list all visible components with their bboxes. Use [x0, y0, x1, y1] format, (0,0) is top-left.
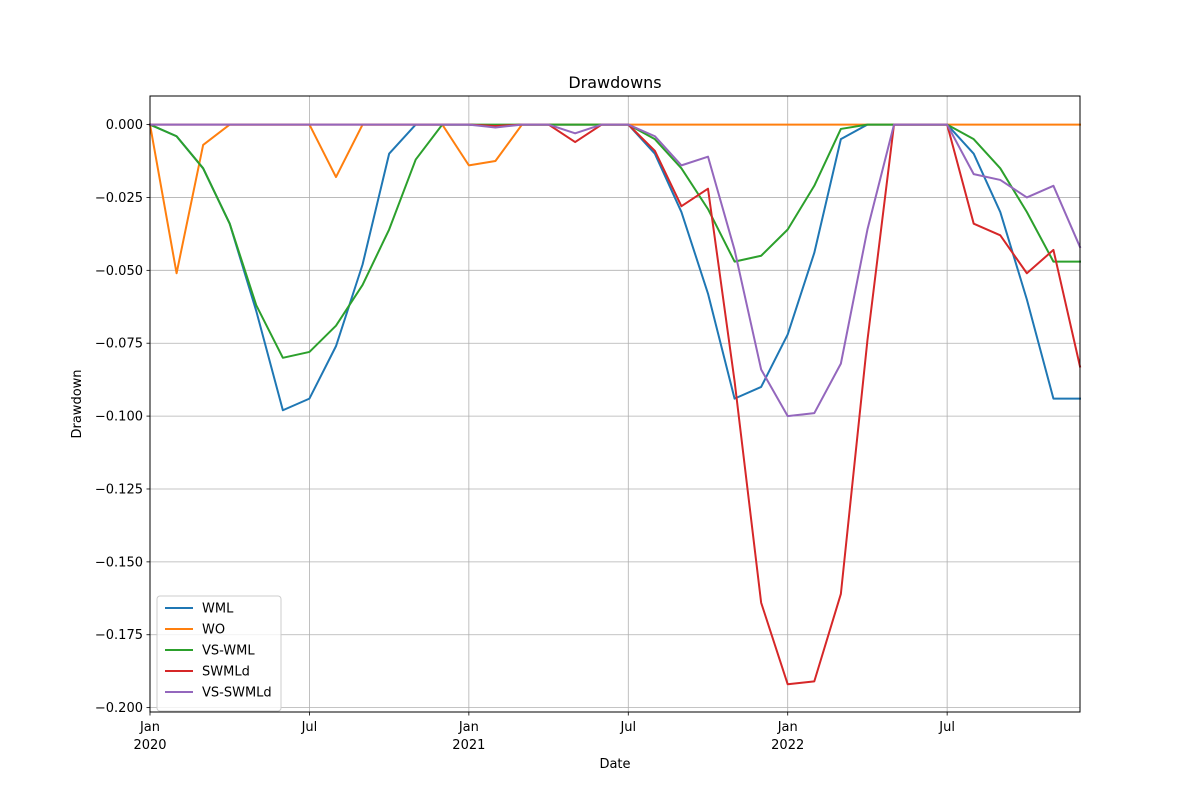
x-axis-ticks: Jan 2020 Jul Jan 2021 Jul Jan 2022 Jul: [133, 712, 955, 753]
x-axis-label: Date: [599, 757, 630, 772]
x-tick-year-label: 2021: [452, 738, 485, 753]
legend: WML WO VS-WML SWMLd VS-SWMLd: [156, 595, 282, 712]
legend-label: SWMLd: [202, 665, 250, 680]
y-tick-label: −0.175: [95, 628, 143, 643]
legend-label: WML: [202, 602, 234, 617]
legend-label: WO: [202, 623, 225, 638]
legend-box: [156, 595, 282, 712]
y-tick-label: −0.200: [95, 701, 143, 716]
series-line-vs-swmld: [149, 123, 1082, 418]
x-tick-label: Jul: [938, 720, 955, 735]
plot-background: [150, 96, 1080, 712]
y-tick-label: −0.025: [95, 191, 143, 206]
grid-lines: [150, 96, 1080, 712]
plot-frame: [149, 95, 1081, 713]
y-tick-label: −0.050: [95, 264, 143, 279]
legend-label: VS-WML: [202, 644, 255, 659]
x-tick-label: Jan: [139, 720, 160, 735]
chart-title: Drawdowns: [568, 73, 661, 92]
series-lines: [148, 123, 1082, 686]
x-tick-label: Jul: [619, 720, 636, 735]
y-tick-label: 0.000: [106, 118, 143, 133]
x-tick-label: Jan: [458, 720, 479, 735]
x-tick-label: Jan: [777, 720, 798, 735]
x-tick-year-label: 2022: [771, 738, 804, 753]
y-tick-label: −0.150: [95, 555, 143, 570]
y-tick-label: −0.100: [95, 410, 143, 425]
x-tick-label: Jul: [301, 720, 318, 735]
y-axis-ticks: 0.000 −0.025 −0.050 −0.075 −0.100 −0.125 −0.15…: [95, 118, 150, 716]
y-tick-label: −0.075: [95, 337, 143, 352]
plot-area: Jan 2020 Jul Jan 2021 Jul Jan 2022 Jul 0.000 −0.0…: [95, 95, 1082, 753]
x-tick-year-label: 2020: [133, 738, 166, 753]
y-tick-label: −0.125: [95, 482, 143, 497]
y-axis-label: Drawdown: [70, 369, 85, 438]
legend-label: VS-SWMLd: [202, 686, 272, 701]
